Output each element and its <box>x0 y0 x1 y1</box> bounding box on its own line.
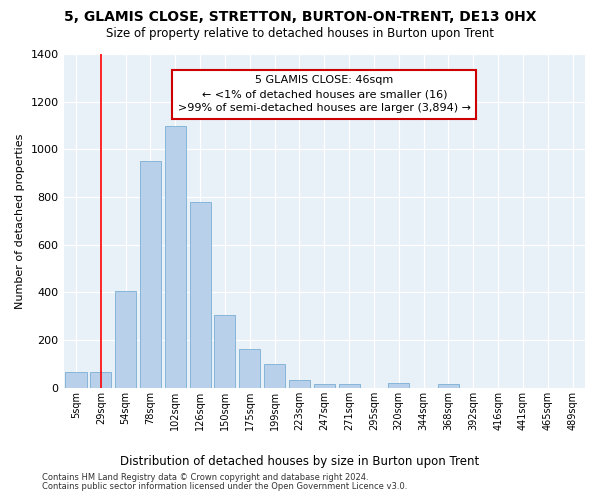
Bar <box>214 315 235 388</box>
Bar <box>289 380 310 388</box>
Bar <box>190 202 211 388</box>
Text: Distribution of detached houses by size in Burton upon Trent: Distribution of detached houses by size … <box>121 455 479 468</box>
Text: Contains HM Land Registry data © Crown copyright and database right 2024.: Contains HM Land Registry data © Crown c… <box>42 474 368 482</box>
Text: Contains public sector information licensed under the Open Government Licence v3: Contains public sector information licen… <box>42 482 407 491</box>
Text: 5 GLAMIS CLOSE: 46sqm
← <1% of detached houses are smaller (16)
>99% of semi-det: 5 GLAMIS CLOSE: 46sqm ← <1% of detached … <box>178 76 471 114</box>
Bar <box>165 126 186 388</box>
Bar <box>314 384 335 388</box>
Bar <box>338 384 359 388</box>
Bar <box>438 384 459 388</box>
Bar <box>388 383 409 388</box>
Bar <box>115 292 136 388</box>
Text: 5, GLAMIS CLOSE, STRETTON, BURTON-ON-TRENT, DE13 0HX: 5, GLAMIS CLOSE, STRETTON, BURTON-ON-TRE… <box>64 10 536 24</box>
Bar <box>264 364 285 388</box>
Y-axis label: Number of detached properties: Number of detached properties <box>15 133 25 308</box>
Text: Size of property relative to detached houses in Burton upon Trent: Size of property relative to detached ho… <box>106 28 494 40</box>
Bar <box>90 372 112 388</box>
Bar <box>239 348 260 388</box>
Bar <box>65 372 86 388</box>
Bar <box>140 162 161 388</box>
